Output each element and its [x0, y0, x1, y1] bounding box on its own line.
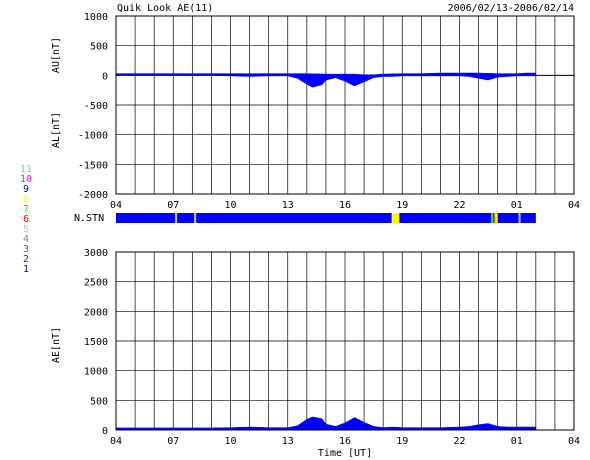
x-tick-label: 04	[568, 200, 580, 211]
ae-axis-label: AE[nT]	[51, 327, 62, 363]
stations-row-label: N.STN	[74, 213, 104, 224]
station-segment	[518, 213, 521, 223]
x-tick-label: 10	[224, 436, 236, 447]
x-tick-label: 16	[339, 200, 351, 211]
x-tick-label: 04	[110, 200, 122, 211]
al-series	[115, 75, 537, 88]
legend-entry: 3	[23, 244, 29, 255]
ae-frame	[115, 251, 575, 431]
x-tick-label: 19	[396, 436, 408, 447]
x-tick-label: 13	[282, 436, 294, 447]
x-tick-label: 10	[224, 200, 236, 211]
x-tick-label: 19	[396, 200, 408, 211]
station-segment	[520, 213, 536, 223]
y-tick-label: 3000	[84, 248, 108, 259]
legend-entry: 2	[23, 254, 29, 265]
station-segments	[116, 213, 536, 223]
date-range: 2006/02/13-2006/02/14	[448, 3, 574, 14]
x-tick-label: 22	[453, 200, 465, 211]
ae-grid	[116, 251, 574, 431]
station-segment	[194, 213, 197, 223]
legend-entry: 11	[20, 164, 32, 175]
station-segment	[497, 213, 519, 223]
station-segment	[116, 213, 176, 223]
x-tick-label: 01	[511, 200, 523, 211]
y-tick-label: 500	[90, 396, 108, 407]
y-tick-label: 1000	[84, 12, 108, 23]
y-tick-label: 2500	[84, 278, 108, 289]
au-al-frame	[115, 15, 575, 195]
x-tick-label: 07	[167, 436, 179, 447]
x-tick-label: 16	[339, 436, 351, 447]
legend-entry: 6	[23, 214, 29, 225]
station-segment	[196, 213, 392, 223]
station-segment	[399, 213, 491, 223]
y-tick-label: 1500	[84, 337, 108, 348]
station-segment	[490, 213, 493, 223]
au-al-x-ticks: 04 07 10 13 16 19 22 01 04	[110, 200, 580, 211]
station-count-strip: N.STN	[74, 213, 536, 224]
legend-entry: 4	[23, 234, 29, 245]
station-segment	[492, 213, 495, 223]
y-tick-label: 0	[102, 71, 108, 82]
x-tick-label: 04	[568, 436, 580, 447]
ae-series	[115, 416, 537, 431]
al-axis-label: AL[nT]	[51, 112, 62, 148]
au-al-panel: 1000 500 0 -500 -1000 -1500 -2000 04 07 10 13 16 19…	[51, 12, 580, 211]
y-tick-label: 0	[102, 426, 108, 437]
x-axis-label: Time [UT]	[318, 448, 372, 459]
x-tick-label: 07	[167, 200, 179, 211]
y-tick-label: -2000	[78, 190, 108, 201]
legend-entry: 10	[20, 174, 32, 185]
legend-entry: 8	[23, 194, 29, 205]
x-tick-label: 22	[453, 436, 465, 447]
au-axis-label: AU[nT]	[51, 37, 62, 73]
y-tick-label: -1500	[78, 160, 108, 171]
chart-title: Quik Look AE(11)	[117, 3, 213, 14]
x-tick-label: 01	[511, 436, 523, 447]
station-segment	[494, 213, 498, 223]
legend-entry: 9	[23, 184, 29, 195]
au-series	[115, 72, 537, 76]
ae-y-ticks: 3000 2500 2000 1500 1000 500 0	[84, 248, 108, 437]
station-segment	[177, 213, 195, 223]
legend-entry: 7	[23, 204, 29, 215]
ae-x-ticks: 04 07 10 13 16 19 22 01 04	[110, 436, 580, 447]
y-tick-label: 2000	[84, 307, 108, 318]
x-tick-label: 13	[282, 200, 294, 211]
station-segment	[175, 213, 178, 223]
legend-entry: 5	[23, 224, 29, 235]
legend-entry: 1	[23, 264, 29, 275]
y-tick-label: 500	[90, 42, 108, 53]
y-tick-label: 1000	[84, 367, 108, 378]
y-tick-label: -1000	[78, 131, 108, 142]
station-segment	[391, 213, 400, 223]
au-al-y-ticks: 1000 500 0 -500 -1000 -1500 -2000	[78, 12, 108, 201]
y-tick-label: -500	[84, 101, 108, 112]
x-tick-label: 04	[110, 436, 122, 447]
